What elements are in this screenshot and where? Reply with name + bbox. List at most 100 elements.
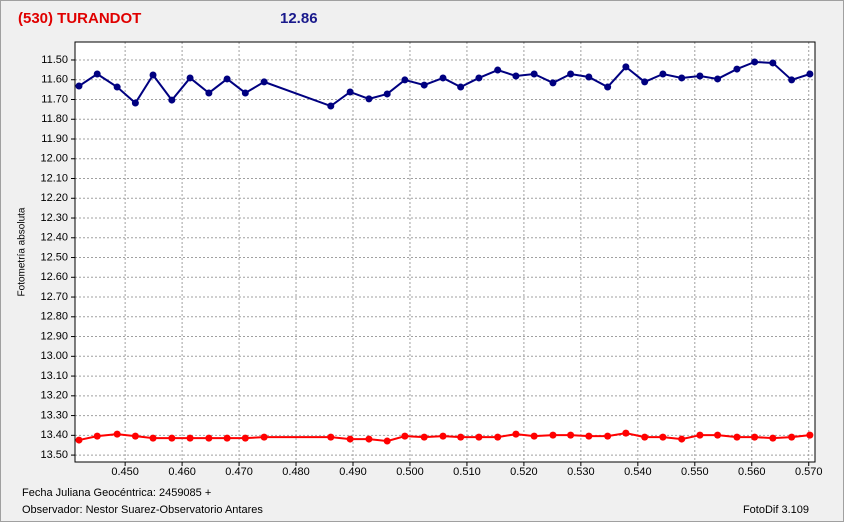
data-point [439,432,447,440]
data-point [751,433,759,441]
data-point [659,70,667,78]
data-point [439,74,447,82]
y-tick-label: 13.00 [40,350,68,362]
data-point [420,81,428,89]
plot-border [74,41,816,463]
data-point [769,59,777,67]
data-point [346,88,354,96]
y-tick-label: 13.30 [40,409,68,421]
data-point [149,434,157,442]
data-point [420,433,428,441]
data-point [714,431,722,439]
data-point [567,70,575,78]
data-point [205,434,213,442]
data-point [751,58,759,66]
x-tick-label: 0.560 [738,466,766,478]
data-point [149,71,157,79]
data-point [494,433,502,441]
data-point [604,432,612,440]
data-point [383,90,391,98]
data-point [733,65,741,73]
data-point [186,434,194,442]
y-tick-label: 11.70 [41,93,68,105]
footer-date: Fecha Juliana Geocéntrica: 2459085 + [22,487,211,499]
data-point [75,82,83,90]
y-tick-label: 12.90 [40,330,68,342]
data-point [168,434,176,442]
data-point [93,70,101,78]
x-tick-label: 0.550 [681,466,709,478]
x-tick-label: 0.510 [453,466,481,478]
data-point [512,72,520,80]
x-tick-label: 0.570 [795,466,823,478]
y-tick-label: 12.50 [40,251,68,263]
x-tick-label: 0.490 [339,466,367,478]
data-point [383,437,391,445]
data-point [457,83,465,91]
data-point [113,83,121,91]
data-point [168,96,176,104]
data-point [113,430,121,438]
data-point [530,432,538,440]
y-tick-label: 12.10 [40,172,68,184]
data-point [75,436,83,444]
data-point [659,433,667,441]
data-point [512,430,520,438]
data-point [131,432,139,440]
data-point [806,431,814,439]
data-point [622,429,630,437]
x-tick-label: 0.480 [282,466,310,478]
y-tick-label: 11.60 [41,74,68,86]
data-point [806,70,814,78]
x-tick-label: 0.540 [624,466,652,478]
data-point [641,433,649,441]
x-tick-label: 0.500 [396,466,424,478]
data-point [186,74,194,82]
y-tick-label: 12.70 [40,291,68,303]
y-tick-label: 12.30 [40,212,68,224]
y-tick-label: 12.60 [40,271,68,283]
data-point [241,89,249,97]
y-tick-label: 13.40 [40,429,68,441]
data-point [549,79,557,87]
data-point [788,76,796,84]
data-point [494,66,502,74]
data-point [93,432,101,440]
data-point [475,433,483,441]
data-point [260,433,268,441]
footer-observer: Observador: Nestor Suarez-Observatorio A… [22,504,263,516]
data-point [401,432,409,440]
y-tick-label: 12.40 [40,232,68,244]
data-point [733,433,741,441]
data-point [585,432,593,440]
data-point [696,72,704,80]
y-tick-label: 12.20 [40,192,68,204]
y-tick-label: 11.50 [41,54,68,66]
data-point [678,435,686,443]
data-point [585,73,593,81]
data-point [475,74,483,82]
x-tick-label: 0.460 [168,466,196,478]
data-point [327,433,335,441]
data-point [223,75,231,83]
data-point [769,434,777,442]
data-point [549,431,557,439]
y-tick-label: 11.90 [41,133,68,145]
x-tick-label: 0.450 [111,466,139,478]
data-point [401,76,409,84]
data-point [788,433,796,441]
data-point [346,435,354,443]
reference-value: 12.86 [280,10,318,27]
data-point [223,434,231,442]
y-tick-label: 12.00 [40,153,68,165]
y-axis-label: Fotometría absoluta [17,207,28,296]
data-point [241,434,249,442]
data-point [365,95,373,103]
footer-software: FotoDif 3.109 [743,504,809,516]
y-tick-label: 11.80 [41,113,68,125]
y-tick-label: 12.80 [40,311,68,323]
data-point [641,78,649,86]
data-point [530,70,538,78]
data-point [714,75,722,83]
data-point [678,74,686,82]
